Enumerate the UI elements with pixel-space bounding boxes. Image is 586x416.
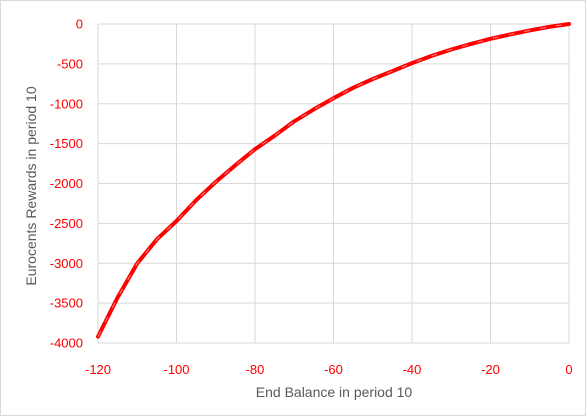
y-tick-label: -3500 (50, 296, 83, 311)
x-axis-ticks: -120 -100 -80 -60 -40 -20 0 (85, 362, 573, 377)
y-tick-label: -4000 (50, 336, 83, 351)
y-tick-label: -500 (57, 56, 83, 71)
x-axis-title: End Balance in period 10 (256, 384, 413, 400)
y-tick-label: -2000 (50, 176, 83, 191)
x-tick-label: -20 (481, 362, 500, 377)
x-tick-label: 0 (565, 362, 572, 377)
y-tick-label: -3000 (50, 256, 83, 271)
x-tick-label: -40 (403, 362, 422, 377)
x-tick-label: -100 (163, 362, 189, 377)
x-tick-label: -80 (246, 362, 265, 377)
x-tick-label: -60 (324, 362, 343, 377)
grid (97, 23, 570, 344)
y-axis-ticks: 0 -500 -1000 -1500 -2000 -2500 -3000 -3500 -4000 (50, 17, 83, 351)
y-tick-label: -1500 (50, 136, 83, 151)
x-tick-label: -120 (85, 362, 111, 377)
y-tick-label: -2500 (50, 216, 83, 231)
series-group (96, 22, 571, 339)
y-tick-label: 0 (76, 17, 83, 32)
y-tick-label: -1000 (50, 96, 83, 111)
y-axis-title: Eurocents Rewards in period 10 (23, 86, 39, 285)
series-line-texture-0 (97, 23, 570, 337)
